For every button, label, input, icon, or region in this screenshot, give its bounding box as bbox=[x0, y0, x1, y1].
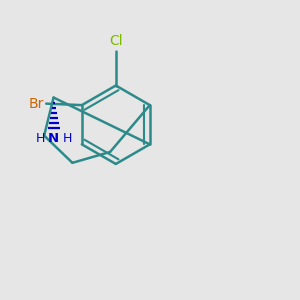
Text: H: H bbox=[35, 132, 45, 145]
Text: H: H bbox=[62, 132, 72, 145]
Text: N: N bbox=[48, 132, 59, 145]
Text: Cl: Cl bbox=[109, 34, 123, 48]
Text: Br: Br bbox=[28, 97, 44, 111]
